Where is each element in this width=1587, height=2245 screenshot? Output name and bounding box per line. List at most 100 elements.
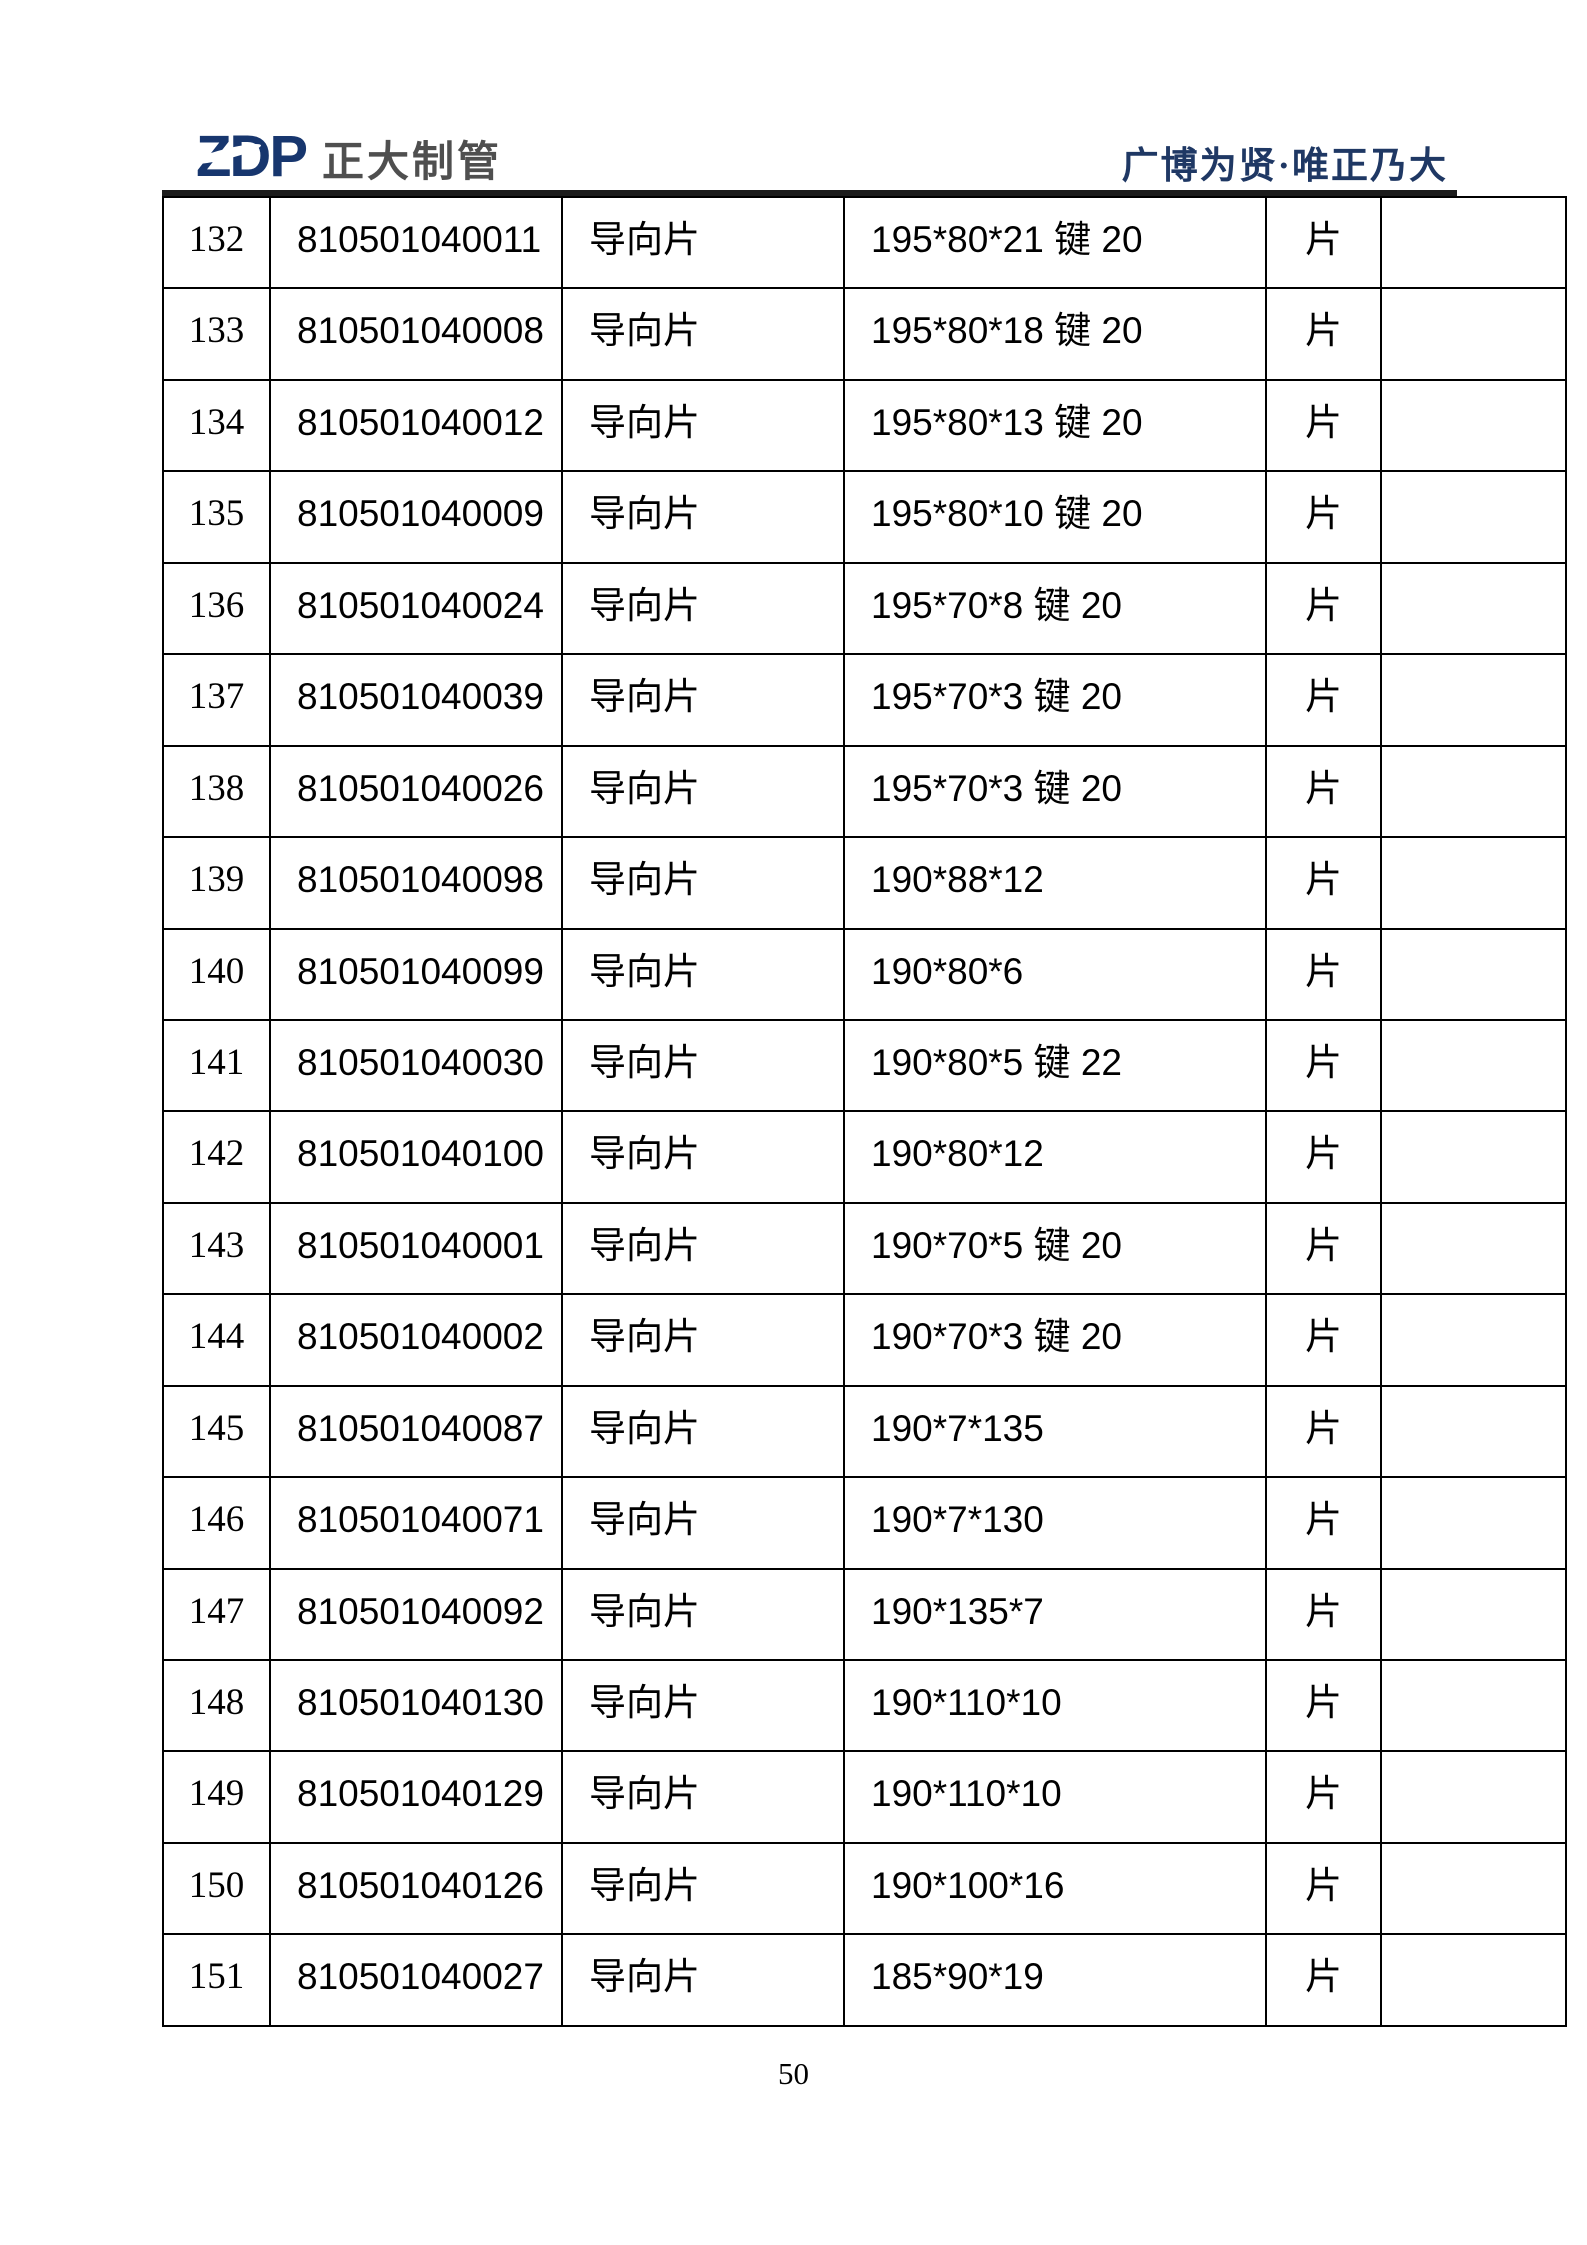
table-row: 144 810501040002 导向片 190*70*3 键 20 片 <box>162 1293 1567 1387</box>
row-number-cell: 149 <box>162 1750 271 1844</box>
note-cell <box>1380 1201 1567 1296</box>
unit-cell: 片 <box>1265 470 1382 564</box>
table-row: 143 810501040001 导向片 190*70*5 键 20 片 <box>162 1201 1567 1296</box>
table-row: 141 810501040030 导向片 190*80*5 键 22 片 <box>162 1018 1567 1113</box>
note-cell <box>1380 287 1567 381</box>
material-code-cell: 810501040024 <box>269 561 563 656</box>
product-name-cell: 导向片 <box>561 1750 845 1844</box>
note-cell <box>1380 836 1567 930</box>
unit-cell: 片 <box>1265 1658 1382 1753</box>
material-code-cell: 810501040008 <box>269 287 563 381</box>
note-cell <box>1380 1841 1567 1936</box>
product-name-cell: 导向片 <box>561 1567 845 1662</box>
material-code-cell: 810501040098 <box>269 836 563 930</box>
row-number-cell: 147 <box>162 1567 271 1662</box>
row-number-cell: 139 <box>162 836 271 930</box>
product-name-cell: 导向片 <box>561 1841 845 1936</box>
header-rule <box>162 190 1457 196</box>
material-code-cell: 810501040002 <box>269 1293 563 1387</box>
company-name: 正大制管 <box>322 138 503 185</box>
parts-table: 132 810501040011 导向片 195*80*21 键 20 片 13… <box>162 195 1567 2027</box>
unit-cell: 片 <box>1265 1841 1382 1936</box>
material-code-cell: 810501040011 <box>269 195 563 290</box>
material-code-cell: 810501040129 <box>269 1750 563 1844</box>
note-cell <box>1380 1567 1567 1662</box>
material-code-cell: 810501040001 <box>269 1201 563 1296</box>
note-cell <box>1380 561 1567 656</box>
table-row: 142 810501040100 导向片 190*80*12 片 <box>162 1110 1567 1204</box>
table-row: 147 810501040092 导向片 190*135*7 片 <box>162 1567 1567 1662</box>
product-name-cell: 导向片 <box>561 470 845 564</box>
unit-cell: 片 <box>1265 287 1382 381</box>
spec-cell: 190*7*135 <box>843 1384 1267 1479</box>
material-code-cell: 810501040126 <box>269 1841 563 1936</box>
material-code-cell: 810501040027 <box>269 1933 563 2027</box>
product-name-cell: 导向片 <box>561 561 845 656</box>
spec-cell: 190*80*5 键 22 <box>843 1018 1267 1113</box>
table-row: 139 810501040098 导向片 190*88*12 片 <box>162 836 1567 930</box>
table-row: 140 810501040099 导向片 190*80*6 片 <box>162 927 1567 1021</box>
product-name-cell: 导向片 <box>561 1658 845 1753</box>
note-cell <box>1380 378 1567 473</box>
unit-cell: 片 <box>1265 1476 1382 1570</box>
spec-cell: 195*80*10 键 20 <box>843 470 1267 564</box>
table-row: 135 810501040009 导向片 195*80*10 键 20 片 <box>162 470 1567 564</box>
unit-cell: 片 <box>1265 1567 1382 1662</box>
spec-cell: 190*80*6 <box>843 927 1267 1021</box>
row-number-cell: 140 <box>162 927 271 1021</box>
spec-cell: 190*110*10 <box>843 1750 1267 1844</box>
material-code-cell: 810501040071 <box>269 1476 563 1570</box>
unit-cell: 片 <box>1265 836 1382 930</box>
unit-cell: 片 <box>1265 1018 1382 1113</box>
zdp-logo-text: ZDP <box>189 128 308 186</box>
table-row: 133 810501040008 导向片 195*80*18 键 20 片 <box>162 287 1567 381</box>
product-name-cell: 导向片 <box>561 195 845 290</box>
unit-cell: 片 <box>1265 653 1382 747</box>
product-name-cell: 导向片 <box>561 378 845 473</box>
material-code-cell: 810501040092 <box>269 1567 563 1662</box>
table-row: 136 810501040024 导向片 195*70*8 键 20 片 <box>162 561 1567 656</box>
note-cell <box>1380 927 1567 1021</box>
spec-cell: 195*70*3 键 20 <box>843 744 1267 839</box>
table-row: 134 810501040012 导向片 195*80*13 键 20 片 <box>162 378 1567 473</box>
material-code-cell: 810501040087 <box>269 1384 563 1479</box>
note-cell <box>1380 470 1567 564</box>
note-cell <box>1380 1293 1567 1387</box>
spec-cell: 195*70*8 键 20 <box>843 561 1267 656</box>
note-cell <box>1380 1476 1567 1570</box>
table-row: 146 810501040071 导向片 190*7*130 片 <box>162 1476 1567 1570</box>
row-number-cell: 144 <box>162 1293 271 1387</box>
note-cell <box>1380 744 1567 839</box>
spec-cell: 190*80*12 <box>843 1110 1267 1204</box>
material-code-cell: 810501040030 <box>269 1018 563 1113</box>
row-number-cell: 135 <box>162 470 271 564</box>
note-cell <box>1380 653 1567 747</box>
product-name-cell: 导向片 <box>561 1933 845 2027</box>
product-name-cell: 导向片 <box>561 1018 845 1113</box>
note-cell <box>1380 195 1567 290</box>
material-code-cell: 810501040009 <box>269 470 563 564</box>
unit-cell: 片 <box>1265 1933 1382 2027</box>
spec-cell: 195*80*21 键 20 <box>843 195 1267 290</box>
note-cell <box>1380 1933 1567 2027</box>
spec-cell: 195*80*13 键 20 <box>843 378 1267 473</box>
unit-cell: 片 <box>1265 744 1382 839</box>
product-name-cell: 导向片 <box>561 653 845 747</box>
spec-cell: 190*70*3 键 20 <box>843 1293 1267 1387</box>
row-number-cell: 132 <box>162 195 271 290</box>
material-code-cell: 810501040012 <box>269 378 563 473</box>
table-row: 137 810501040039 导向片 195*70*3 键 20 片 <box>162 653 1567 747</box>
company-motto: 广博为贤·唯正乃大 <box>1121 146 1448 187</box>
product-name-cell: 导向片 <box>561 836 845 930</box>
note-cell <box>1380 1750 1567 1844</box>
row-number-cell: 138 <box>162 744 271 839</box>
row-number-cell: 133 <box>162 287 271 381</box>
row-number-cell: 148 <box>162 1658 271 1753</box>
note-cell <box>1380 1658 1567 1753</box>
spec-cell: 195*80*18 键 20 <box>843 287 1267 381</box>
spec-cell: 190*70*5 键 20 <box>843 1201 1267 1296</box>
table-row: 138 810501040026 导向片 195*70*3 键 20 片 <box>162 744 1567 839</box>
spec-cell: 190*88*12 <box>843 836 1267 930</box>
row-number-cell: 143 <box>162 1201 271 1296</box>
unit-cell: 片 <box>1265 195 1382 290</box>
